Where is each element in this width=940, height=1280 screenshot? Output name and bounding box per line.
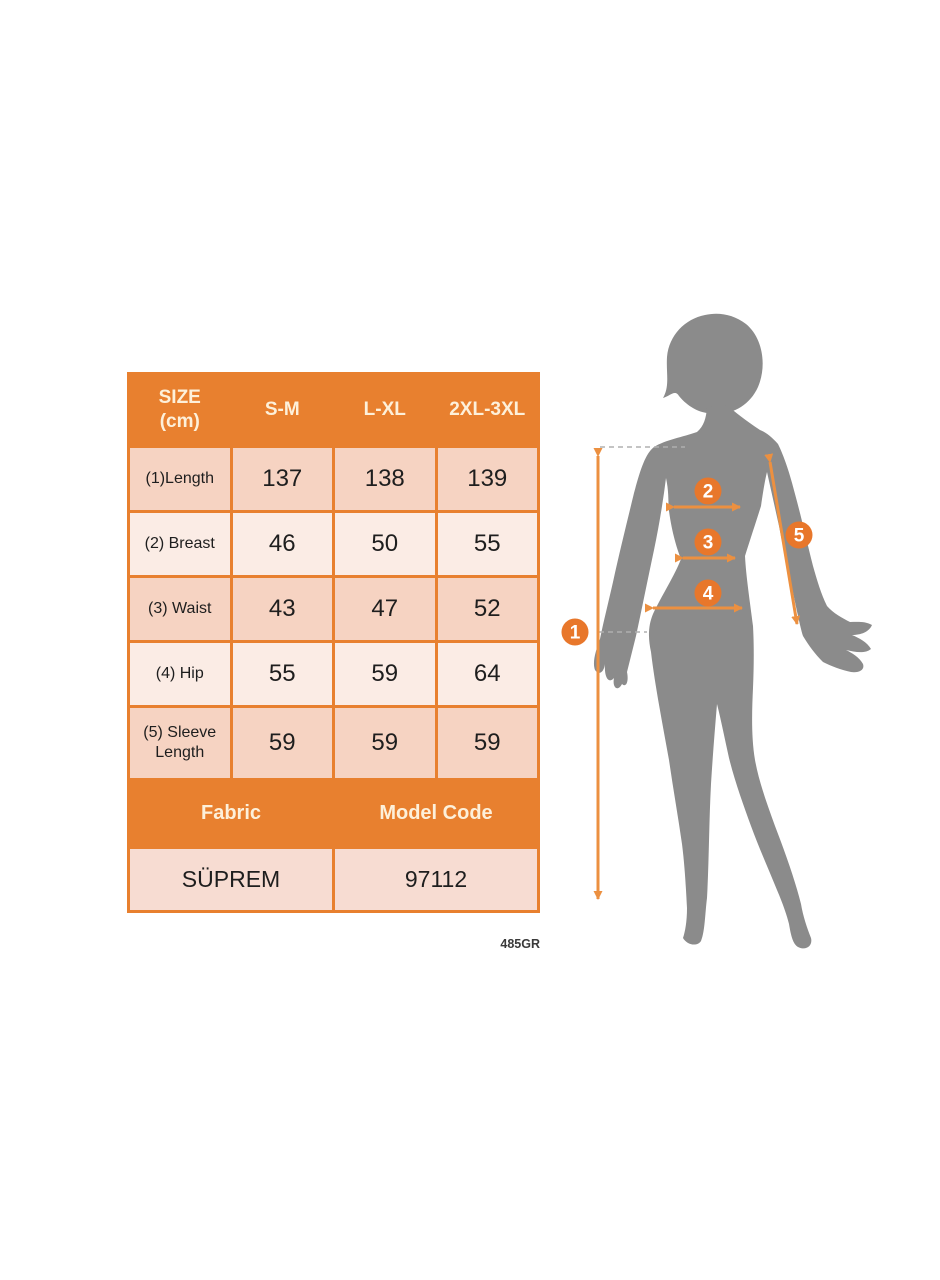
weight-footnote: 485GR	[500, 937, 540, 951]
silhouette-body	[593, 404, 872, 949]
header-size-cm: SIZE (cm)	[127, 372, 233, 448]
marker-2-label: 2	[703, 482, 714, 503]
cell-hip-lxl: 59	[332, 640, 438, 708]
header-size-line1: SIZE	[158, 387, 201, 409]
table-row-hip: (4) Hip 55 59 64	[127, 640, 540, 708]
header-col-2xl-3xl: 2XL-3XL	[434, 372, 540, 448]
cell-hip-2xl: 64	[434, 640, 540, 708]
marker-1-label: 1	[570, 623, 581, 644]
table-footer-value-row: SÜPREM 97112	[127, 846, 540, 913]
marker-2: 2	[694, 477, 722, 505]
size-table-header-row: SIZE (cm) S-M L-XL 2XL-3XL	[127, 372, 540, 448]
model-code-header: Model Code	[332, 778, 540, 849]
size-table: SIZE (cm) S-M L-XL 2XL-3XL (1)Length 137…	[127, 372, 540, 913]
row-label-breast: (2) Breast	[127, 510, 233, 578]
measurement-figure: 1 2 3 4 5	[561, 313, 872, 949]
cell-waist-lxl: 47	[332, 575, 438, 643]
row-label-sleeve: (5) Sleeve Length	[127, 705, 233, 781]
marker-5-label: 5	[794, 526, 805, 547]
cell-sleeve-sm: 59	[229, 705, 335, 781]
cell-length-sm: 137	[229, 445, 335, 513]
marker-4-label: 4	[703, 584, 714, 605]
silhouette-hair	[663, 313, 763, 414]
cell-waist-2xl: 52	[434, 575, 540, 643]
cell-length-2xl: 139	[434, 445, 540, 513]
row-label-hip: (4) Hip	[127, 640, 233, 708]
marker-5: 5	[785, 521, 813, 549]
marker-3-label: 3	[703, 533, 714, 554]
row-label-waist: (3) Waist	[127, 575, 233, 643]
model-code-value: 97112	[332, 846, 540, 913]
table-row-length: (1)Length 137 138 139	[127, 445, 540, 513]
cell-breast-lxl: 50	[332, 510, 438, 578]
header-col-s-m: S-M	[229, 372, 335, 448]
cell-breast-2xl: 55	[434, 510, 540, 578]
table-footer-header-row: Fabric Model Code	[127, 778, 540, 849]
cell-hip-sm: 55	[229, 640, 335, 708]
marker-3: 3	[694, 528, 722, 556]
cell-sleeve-lxl: 59	[332, 705, 438, 781]
marker-4: 4	[694, 579, 722, 607]
cell-sleeve-2xl: 59	[434, 705, 540, 781]
table-row-waist: (3) Waist 43 47 52	[127, 575, 540, 643]
fabric-value: SÜPREM	[127, 846, 335, 913]
row-label-length: (1)Length	[127, 445, 233, 513]
sleeve-arrow	[764, 453, 801, 625]
cell-waist-sm: 43	[229, 575, 335, 643]
cell-length-lxl: 138	[332, 445, 438, 513]
header-col-l-xl: L-XL	[332, 372, 438, 448]
table-row-sleeve: (5) Sleeve Length 59 59 59	[127, 705, 540, 781]
fabric-header: Fabric	[127, 778, 335, 849]
header-size-line2: (cm)	[159, 411, 200, 432]
marker-1: 1	[561, 618, 589, 646]
cell-breast-sm: 46	[229, 510, 335, 578]
table-row-breast: (2) Breast 46 50 55	[127, 510, 540, 578]
